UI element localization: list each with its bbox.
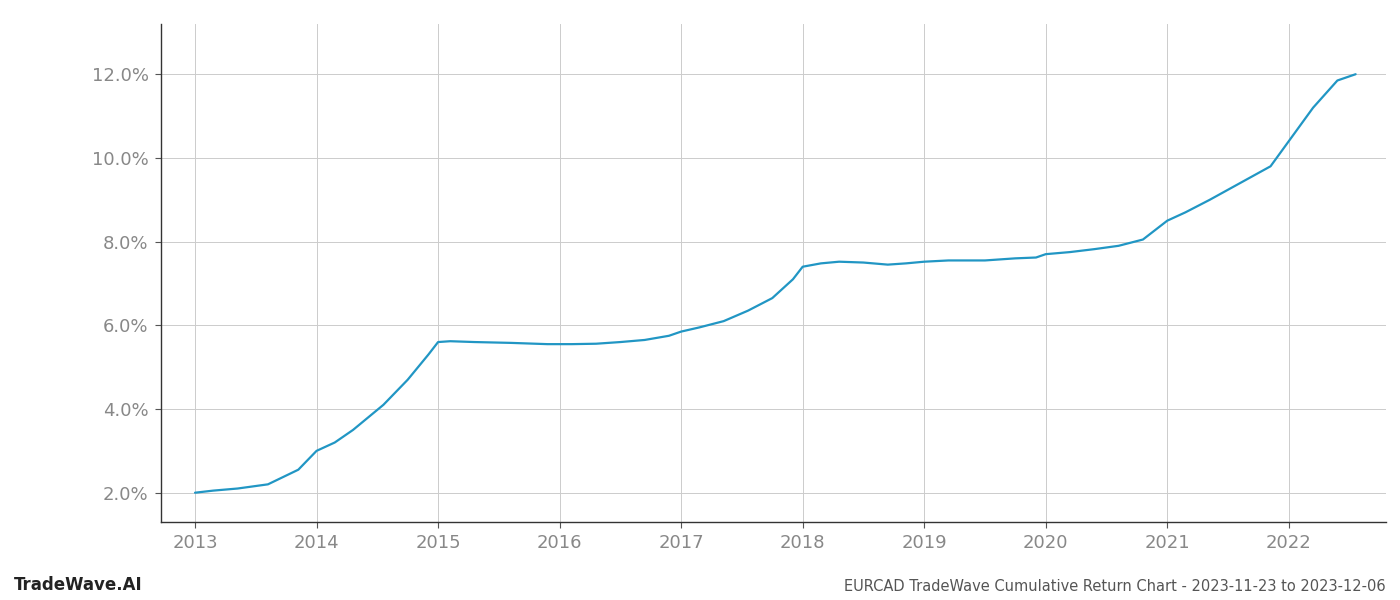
Text: TradeWave.AI: TradeWave.AI — [14, 576, 143, 594]
Text: EURCAD TradeWave Cumulative Return Chart - 2023-11-23 to 2023-12-06: EURCAD TradeWave Cumulative Return Chart… — [844, 579, 1386, 594]
